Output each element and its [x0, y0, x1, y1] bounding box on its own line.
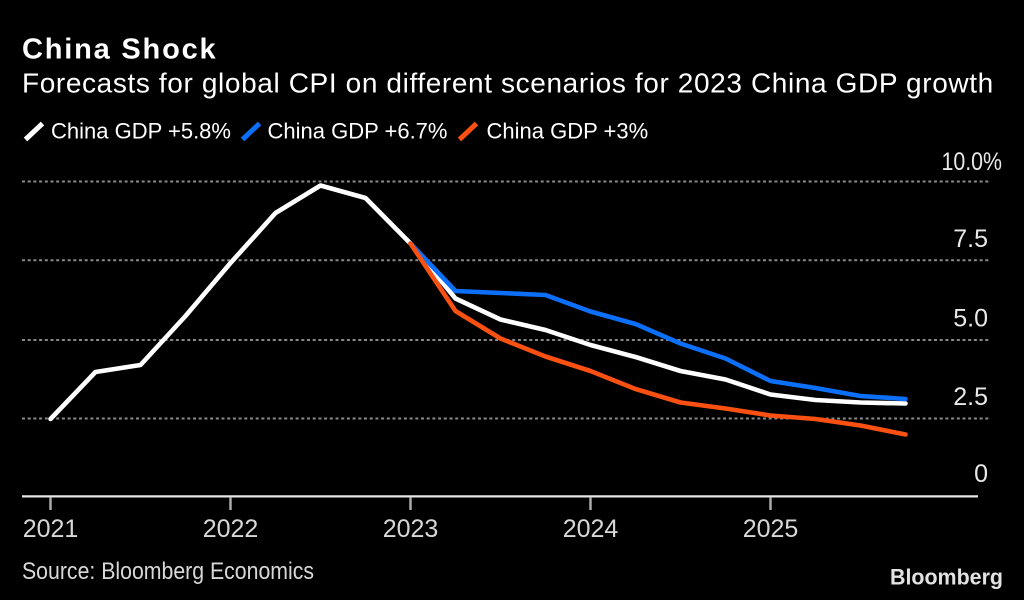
svg-text:Bloomberg: Bloomberg [890, 565, 1003, 590]
svg-text:7.5: 7.5 [953, 225, 988, 253]
svg-text:2.5: 2.5 [953, 383, 988, 411]
svg-text:2023: 2023 [383, 515, 439, 543]
svg-text:China GDP +3%: China GDP +3% [487, 119, 649, 144]
svg-text:Source: Bloomberg Economics: Source: Bloomberg Economics [22, 558, 314, 585]
svg-text:2021: 2021 [23, 515, 79, 543]
svg-text:5.0: 5.0 [953, 305, 988, 333]
svg-text:China GDP +6.7%: China GDP +6.7% [268, 119, 448, 144]
svg-text:2022: 2022 [203, 515, 259, 543]
svg-text:0: 0 [974, 460, 988, 488]
svg-text:2024: 2024 [563, 515, 619, 543]
svg-text:China Shock: China Shock [22, 34, 217, 66]
svg-text:Forecasts for global CPI on di: Forecasts for global CPI on different sc… [22, 68, 994, 99]
svg-text:10.0%: 10.0% [942, 148, 1003, 176]
svg-text:2025: 2025 [743, 515, 799, 543]
svg-text:China GDP +5.8%: China GDP +5.8% [51, 119, 231, 144]
